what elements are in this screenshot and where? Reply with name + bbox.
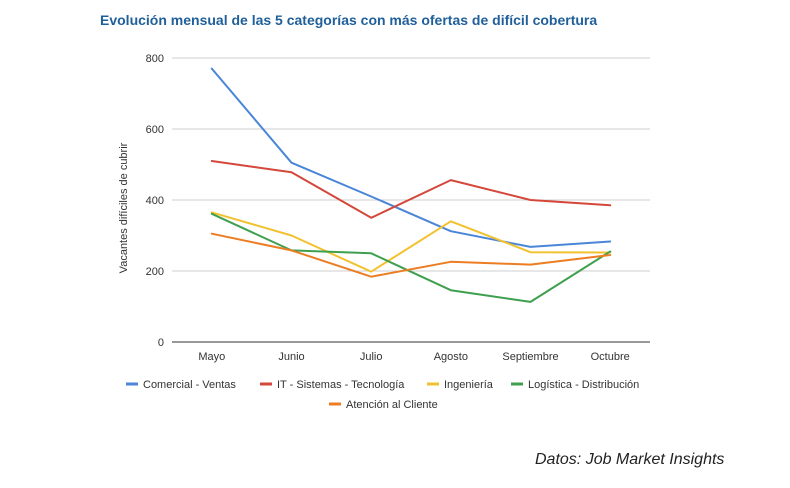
x-tick-label: Mayo xyxy=(198,351,225,363)
source-name: Job Market Insights xyxy=(585,451,725,468)
legend-label: Ingeniería xyxy=(444,379,494,391)
y-tick-label: 200 xyxy=(146,266,164,278)
source-label: Datos xyxy=(535,451,577,468)
y-tick-label: 800 xyxy=(146,53,164,65)
y-tick-label: 600 xyxy=(146,124,164,136)
legend-label: Comercial - Ventas xyxy=(143,379,236,391)
series-line xyxy=(210,211,612,273)
y-tick-label: 400 xyxy=(146,195,164,207)
data-source-credit: Datos: Job Market Insights xyxy=(535,451,725,468)
legend-label: Atención al Cliente xyxy=(346,399,438,411)
x-tick-label: Agosto xyxy=(434,351,468,363)
x-tick-label: Septiembre xyxy=(502,351,558,363)
x-tick-label: Octubre xyxy=(591,351,630,363)
legend-label: IT - Sistemas - Tecnología xyxy=(277,379,405,391)
series-line xyxy=(210,232,612,278)
y-axis-title: Vacantes difíciles de cubrir xyxy=(118,142,130,273)
series-line xyxy=(210,67,612,248)
series-line xyxy=(210,212,612,303)
legend-label: Logística - Distribución xyxy=(528,379,639,391)
y-tick-label: 0 xyxy=(158,337,164,349)
chart-title: Evolución mensual de las 5 categorías co… xyxy=(100,12,598,28)
x-tick-label: Junio xyxy=(278,351,304,363)
x-tick-label: Julio xyxy=(360,351,383,363)
series-line xyxy=(210,160,612,219)
